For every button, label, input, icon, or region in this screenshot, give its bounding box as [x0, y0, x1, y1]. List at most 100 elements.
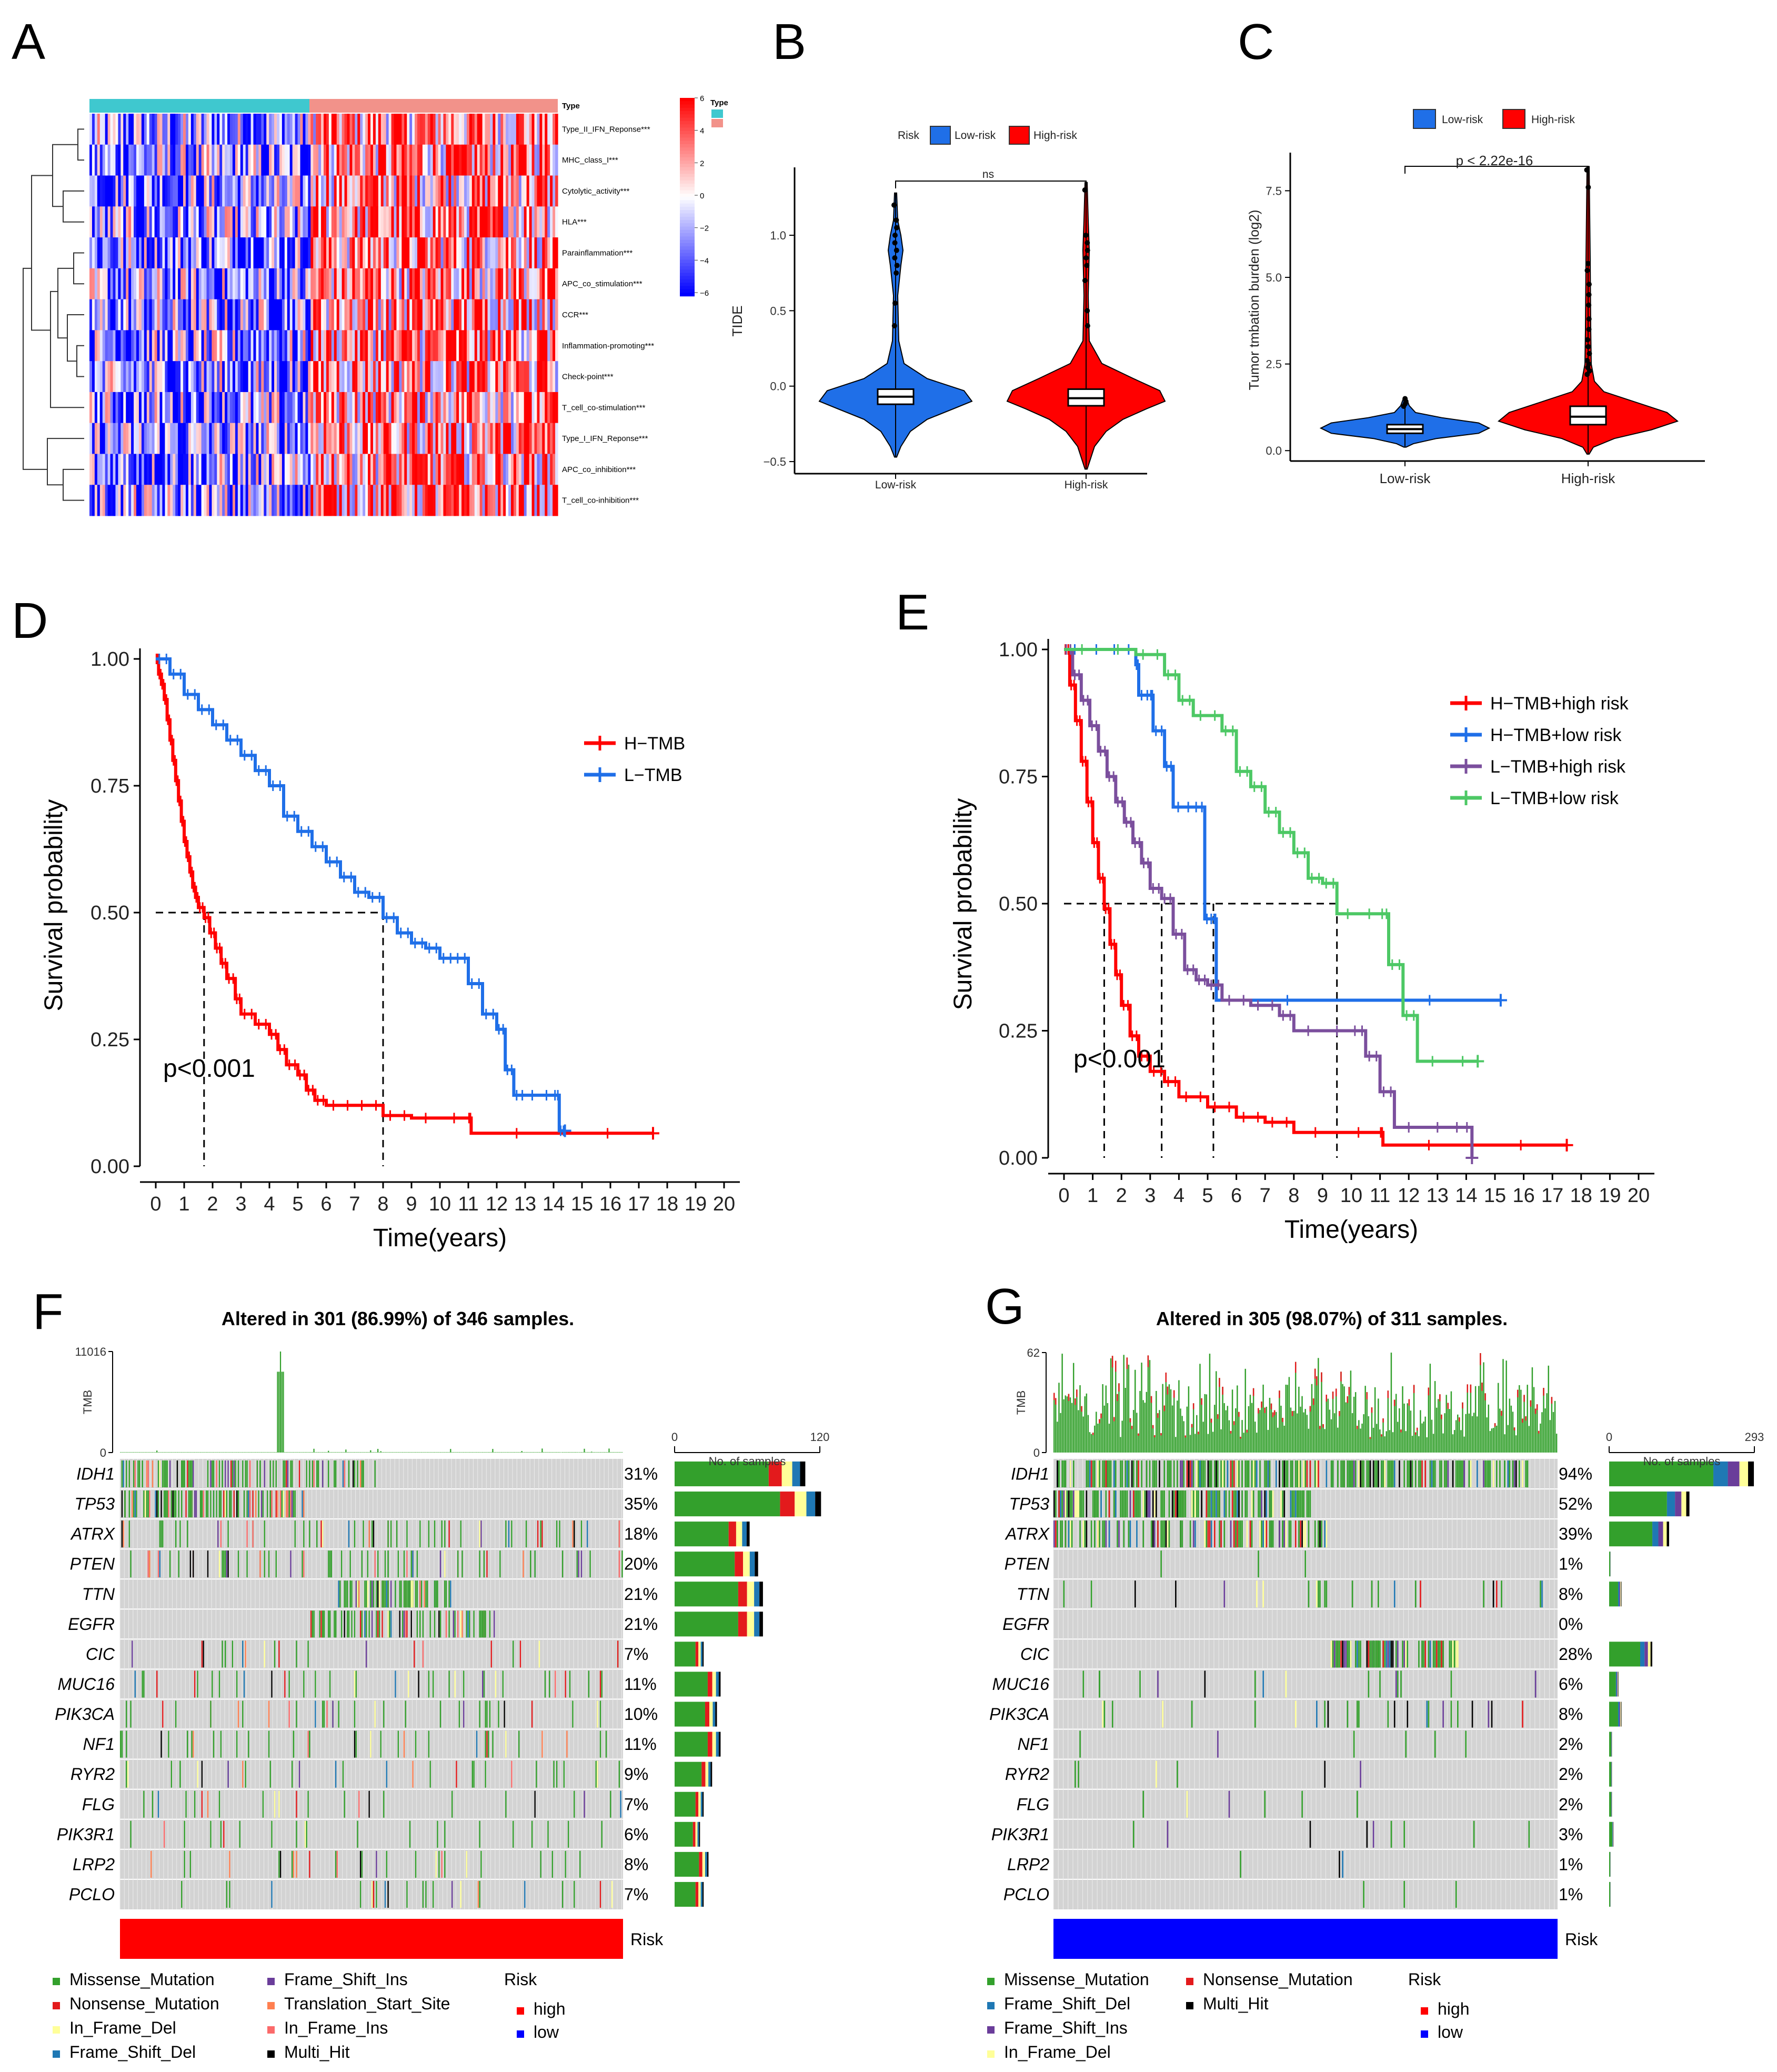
heatmap-cell [209, 485, 212, 516]
mutation-cell [147, 1490, 149, 1518]
tmb-bar-segment [1428, 1387, 1430, 1396]
x-tick-label: 4 [264, 1193, 275, 1215]
heatmap-cell [173, 114, 176, 145]
mutation-cell [175, 1700, 177, 1728]
heatmap-cell [324, 485, 327, 516]
heatmap-cell [256, 485, 259, 516]
heatmap-cell [167, 299, 170, 331]
heatmap-cell [92, 423, 95, 454]
heatmap-cell [422, 237, 426, 269]
tmb-bar [495, 1452, 497, 1453]
heatmap-cell [469, 454, 473, 485]
heatmap-cell [466, 268, 470, 300]
heatmap-cell [469, 175, 473, 207]
heatmap-cell [219, 268, 223, 300]
x-tick-low-risk: Low-risk [875, 479, 917, 491]
colorbar-segment [680, 144, 695, 148]
heatmap-cell [391, 268, 395, 300]
heatmap-cell [521, 268, 525, 300]
heatmap-cell [368, 237, 371, 269]
tmb-bar [425, 1452, 427, 1453]
heatmap-cell [115, 206, 118, 238]
heatmap-cell [282, 268, 285, 300]
heatmap-cell [113, 485, 116, 516]
heatmap-cell [144, 175, 147, 207]
heatmap-cell [264, 454, 267, 485]
heatmap-cell [136, 114, 139, 145]
mutation-cell [363, 1460, 364, 1488]
heatmap-cell [152, 144, 155, 176]
mutation-cell [396, 1520, 398, 1548]
heatmap-cell [396, 485, 399, 516]
tmb-bar [1212, 1432, 1214, 1453]
tmb-bar [1246, 1429, 1248, 1453]
tmb-bar [527, 1452, 528, 1453]
legend-swatch-low-risk [1413, 109, 1436, 129]
gene-count-bar [699, 1821, 700, 1847]
heatmap-cell [121, 454, 124, 485]
heatmap-cell [162, 485, 165, 516]
heatmap-cell [264, 114, 267, 145]
heatmap-cell [245, 299, 249, 331]
mutation-cell [127, 1760, 129, 1788]
heatmap-cell [303, 330, 306, 362]
heatmap-cell [506, 268, 509, 300]
heatmap-cell [243, 392, 246, 424]
mutation-cell [296, 1790, 297, 1818]
heatmap-cell [162, 175, 165, 207]
mutation-cell [547, 1820, 549, 1848]
heatmap-cell [308, 144, 311, 176]
heatmap-cell [237, 330, 241, 362]
mutation-cell [224, 1490, 226, 1518]
mutation-cell [355, 1580, 357, 1608]
heatmap-cell [352, 237, 355, 269]
tmb-bar [1178, 1380, 1180, 1453]
heatmap-cell [482, 206, 486, 238]
tmb-bar-segment [1201, 1398, 1202, 1405]
heatmap-cell [272, 485, 275, 516]
heatmap-cell [526, 206, 530, 238]
mutation-cell [143, 1670, 145, 1698]
heatmap-cell [159, 299, 163, 331]
tmb-bar [1149, 1360, 1151, 1453]
row-label: MHC_class_I*** [562, 156, 618, 165]
tmb-bar [252, 1452, 254, 1453]
heatmap-cell [547, 299, 550, 331]
tmb-bar-segment [1481, 1383, 1483, 1392]
heatmap-cell [373, 361, 376, 393]
heatmap-cell [344, 454, 348, 485]
heatmap-cell [419, 392, 423, 424]
heatmap-cell [454, 206, 457, 238]
risk-legend-title: Risk [504, 1970, 537, 1989]
mutation-cell [181, 1490, 183, 1518]
mutation-cell [566, 1730, 568, 1758]
heatmap-cell [474, 361, 478, 393]
heatmap-cell [167, 392, 170, 424]
heatmap-cell [209, 175, 212, 207]
heatmap-cell [422, 423, 426, 454]
mutation-cell [489, 1610, 491, 1638]
heatmap-cell [417, 454, 420, 485]
heatmap-cell [295, 175, 298, 207]
heatmap-cell [209, 299, 212, 331]
heatmap-cell [435, 114, 439, 145]
heatmap-cell [521, 454, 525, 485]
heatmap-cell [339, 144, 343, 176]
heatmap-cell [99, 423, 103, 454]
mutation-cell [480, 1610, 482, 1638]
heatmap-cell [136, 206, 139, 238]
heatmap-cell [261, 144, 264, 176]
heatmap-cell [308, 485, 311, 516]
mutation-cell [323, 1610, 325, 1638]
heatmap-cell [232, 392, 236, 424]
heatmap-cell [284, 175, 288, 207]
heatmap-cell [422, 330, 426, 362]
mutation-cell [189, 1490, 191, 1518]
heatmap-cell [123, 268, 126, 300]
tmb-bar [242, 1452, 244, 1453]
gene-count-bar [675, 1701, 705, 1727]
heatmap-cell [433, 392, 436, 424]
tmb-bar [1358, 1420, 1360, 1453]
heatmap-cell [308, 237, 311, 269]
tmb-bar [250, 1452, 252, 1453]
